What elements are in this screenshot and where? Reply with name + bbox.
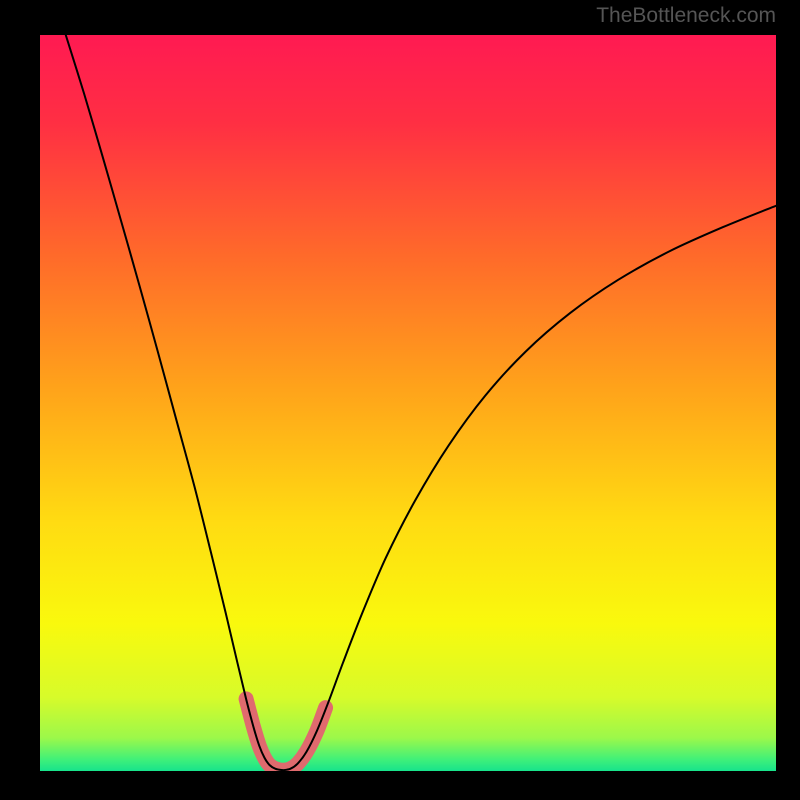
figure-root: TheBottleneck.com: [0, 0, 800, 800]
bottleneck-curve-chart: [40, 35, 776, 771]
plot-background-gradient: [40, 35, 776, 771]
watermark-text: TheBottleneck.com: [596, 4, 776, 28]
plot-area: [40, 35, 776, 771]
